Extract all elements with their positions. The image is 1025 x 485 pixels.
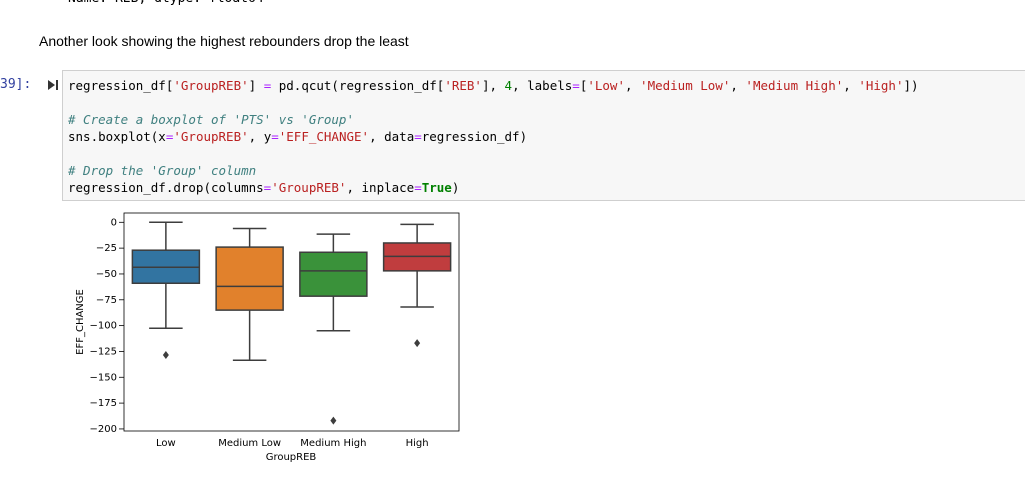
code-token: ],: [481, 78, 505, 93]
code-token: 'REB': [444, 78, 482, 93]
code-token: , data: [369, 129, 415, 144]
code-cell[interactable]: [62, 70, 1025, 201]
code-token: regression_df[: [68, 78, 174, 93]
y-axis-label: EFF_CHANGE: [75, 289, 86, 355]
run-triangle: [48, 80, 55, 90]
code-token: , labels: [512, 78, 573, 93]
code-token: pd.qcut(regression_df[: [271, 78, 445, 93]
x-tick-label: Medium High: [300, 438, 366, 449]
y-tick-label: −150: [90, 372, 117, 383]
code-token: ,: [730, 78, 746, 93]
code-token: , inplace: [346, 180, 415, 195]
code-token: ): [451, 180, 460, 195]
run-icon[interactable]: [46, 78, 60, 92]
y-tick-label: −200: [90, 424, 117, 435]
outlier: [330, 416, 337, 425]
code-token: 'EFF_CHANGE': [278, 129, 370, 144]
y-tick-label: −100: [90, 321, 117, 332]
code-line: # Create a boxplot of 'PTS' vs 'Group': [68, 111, 919, 128]
y-tick-label: 0: [111, 217, 117, 228]
code-token: 'Low': [587, 78, 625, 93]
code-token: 'High': [858, 78, 904, 93]
code-line: # Drop the 'Group' column: [68, 162, 919, 179]
code-token: 'GroupREB': [173, 129, 249, 144]
cell-prompt: 39]:: [0, 77, 32, 92]
code-token: 'GroupREB': [173, 78, 249, 93]
code-token: =: [414, 180, 422, 195]
code-block: regression_df['GroupREB'] = pd.qcut(regr…: [68, 77, 919, 196]
code-token: # Drop the 'Group' column: [68, 163, 257, 178]
y-tick-label: −125: [90, 346, 117, 357]
code-token: =: [271, 129, 279, 144]
code-token: ,: [624, 78, 641, 93]
code-token: =: [165, 129, 174, 144]
run-bar: [56, 80, 58, 90]
code-token: 'Medium Low': [640, 78, 731, 93]
code-token: =: [572, 78, 580, 93]
box: [299, 251, 368, 297]
markdown-text: Another look showing the highest rebound…: [39, 33, 409, 49]
code-token: ]: [248, 78, 264, 93]
outlier: [162, 351, 169, 360]
code-token: # Create a boxplot of 'PTS' vs 'Group': [68, 112, 354, 127]
y-tick-label: −75: [96, 295, 117, 306]
output-tail: Name: REB, dtype: float64: [68, 0, 264, 6]
y-tick-label: −25: [96, 243, 117, 254]
code-token: regression_df.drop(columns: [68, 180, 264, 195]
code-line: regression_df.drop(columns='GroupREB', i…: [68, 179, 919, 196]
x-tick-label: Medium Low: [218, 438, 281, 449]
code-token: [: [579, 78, 588, 93]
code-line: sns.boxplot(x='GroupREB', y='EFF_CHANGE'…: [68, 128, 919, 145]
box: [215, 246, 284, 311]
code-token: sns.boxplot(x: [68, 129, 166, 144]
code-token: =: [263, 180, 272, 195]
code-token: 'Medium High': [745, 78, 844, 93]
y-tick-label: −50: [96, 269, 117, 280]
code-token: 4: [504, 78, 513, 93]
code-token: ]): [903, 78, 919, 93]
code-token: True: [421, 180, 452, 195]
code-token: regression_df): [421, 129, 528, 144]
code-line: regression_df['GroupREB'] = pd.qcut(regr…: [68, 77, 919, 94]
code-token: =: [414, 129, 422, 144]
x-tick-label: Low: [156, 438, 176, 449]
y-tick-label: −175: [90, 398, 117, 409]
code-token: , y: [248, 129, 272, 144]
x-tick-label: High: [406, 438, 429, 449]
outlier: [414, 339, 421, 348]
code-token: ,: [843, 78, 859, 93]
x-axis-label: GroupREB: [266, 452, 317, 463]
code-token: 'GroupREB': [271, 180, 347, 195]
plot-frame: [123, 212, 460, 432]
code-token: =: [263, 78, 272, 93]
